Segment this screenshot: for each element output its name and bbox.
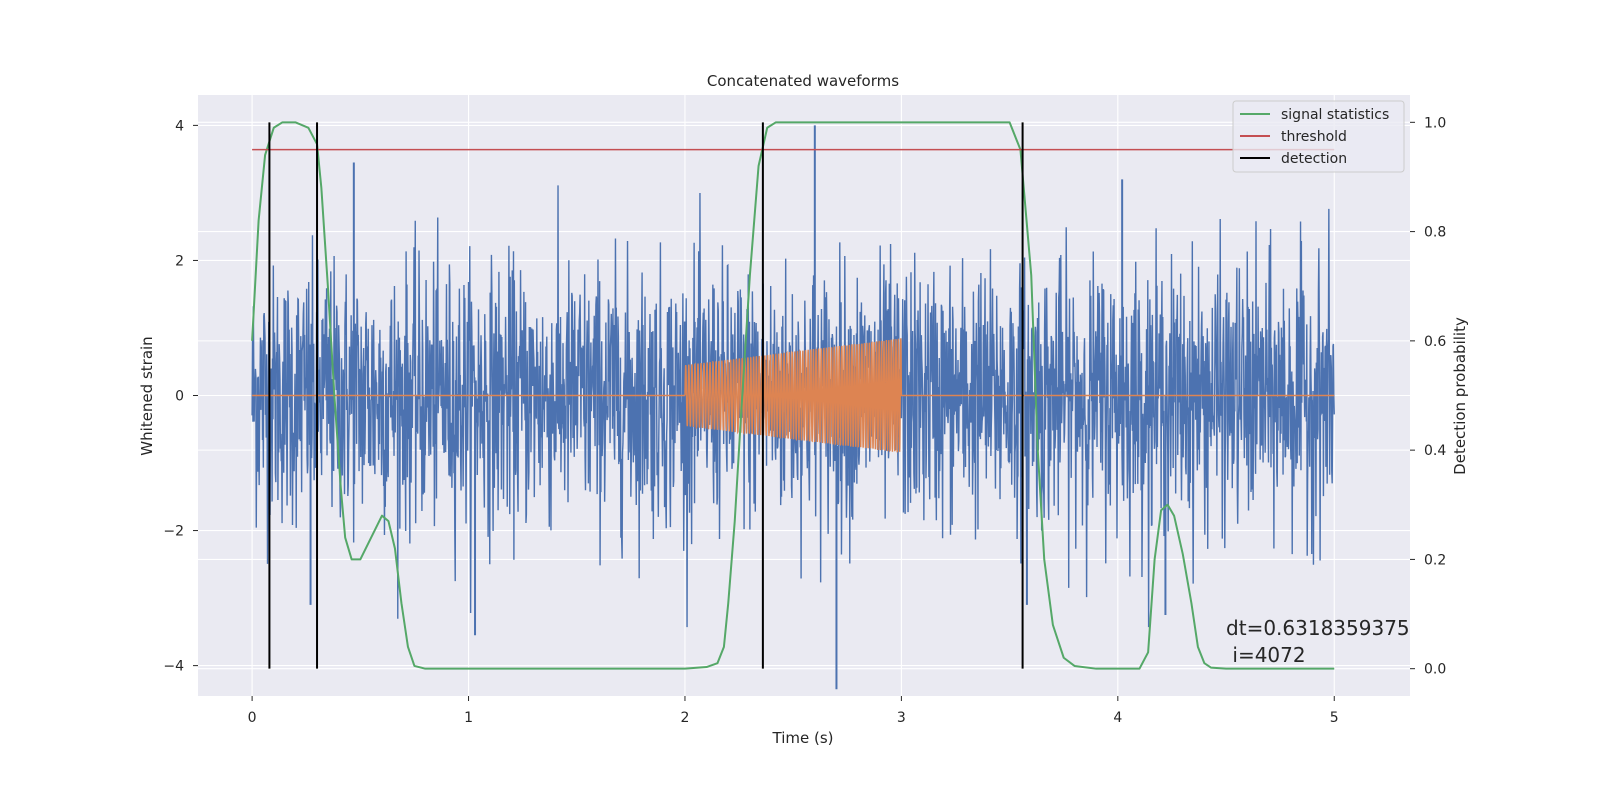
signal-statistics-line xyxy=(251,121,1335,670)
y-tick-label-left: 2 xyxy=(175,253,184,269)
y-tick-label-right: 1.0 xyxy=(1424,115,1446,131)
y-tick-label-left: −4 xyxy=(163,659,184,675)
injected-signal-series xyxy=(252,338,1335,453)
y-tick-label-left: 4 xyxy=(175,118,184,134)
x-tick-label: 5 xyxy=(1330,710,1339,726)
y-tick-label-right: 0.6 xyxy=(1424,334,1446,350)
x-tick-label: 3 xyxy=(897,710,906,726)
x-tick-label: 4 xyxy=(1113,710,1122,726)
axis-ticks: 0 1 2 3 4 5 −4 −2 0 2 4 0.0 0.2 0.4 0.6 0.8 1.0 xyxy=(163,115,1446,726)
annotation: dt=0.6318359375 i=4072 xyxy=(1226,616,1410,667)
legend-box xyxy=(1232,100,1405,173)
y-tick-label-left: −2 xyxy=(163,524,184,540)
legend-label-signal-statistics: signal statistics xyxy=(1281,107,1389,123)
y-tick-label-left: 0 xyxy=(175,389,184,405)
x-tick-label: 0 xyxy=(248,710,257,726)
signal-statistics-series xyxy=(251,121,1335,670)
injected-signal-line xyxy=(252,338,1335,453)
legend-label-threshold: threshold xyxy=(1281,129,1347,145)
y-tick-label-right: 0.8 xyxy=(1424,225,1446,241)
x-axis-label: Time (s) xyxy=(772,729,834,747)
chart-title: Concatenated waveforms xyxy=(707,72,899,90)
x-tick-label: 2 xyxy=(681,710,690,726)
y-tick-label-right: 0.2 xyxy=(1424,552,1446,568)
y-axis-label-right: Detection probability xyxy=(1451,317,1469,475)
legend-label-detection: detection xyxy=(1281,151,1347,167)
detection-series xyxy=(268,122,1024,669)
legend: signal statistics threshold detection xyxy=(1232,100,1405,173)
annotation-line-1: dt=0.6318359375 xyxy=(1226,616,1410,640)
y-axis-label-left: Whitened strain xyxy=(138,336,156,455)
annotation-line-2: i=4072 xyxy=(1226,643,1306,667)
x-tick-label: 1 xyxy=(464,710,473,726)
y-tick-label-right: 0.4 xyxy=(1424,443,1446,459)
y-tick-label-right: 0.0 xyxy=(1424,662,1446,678)
